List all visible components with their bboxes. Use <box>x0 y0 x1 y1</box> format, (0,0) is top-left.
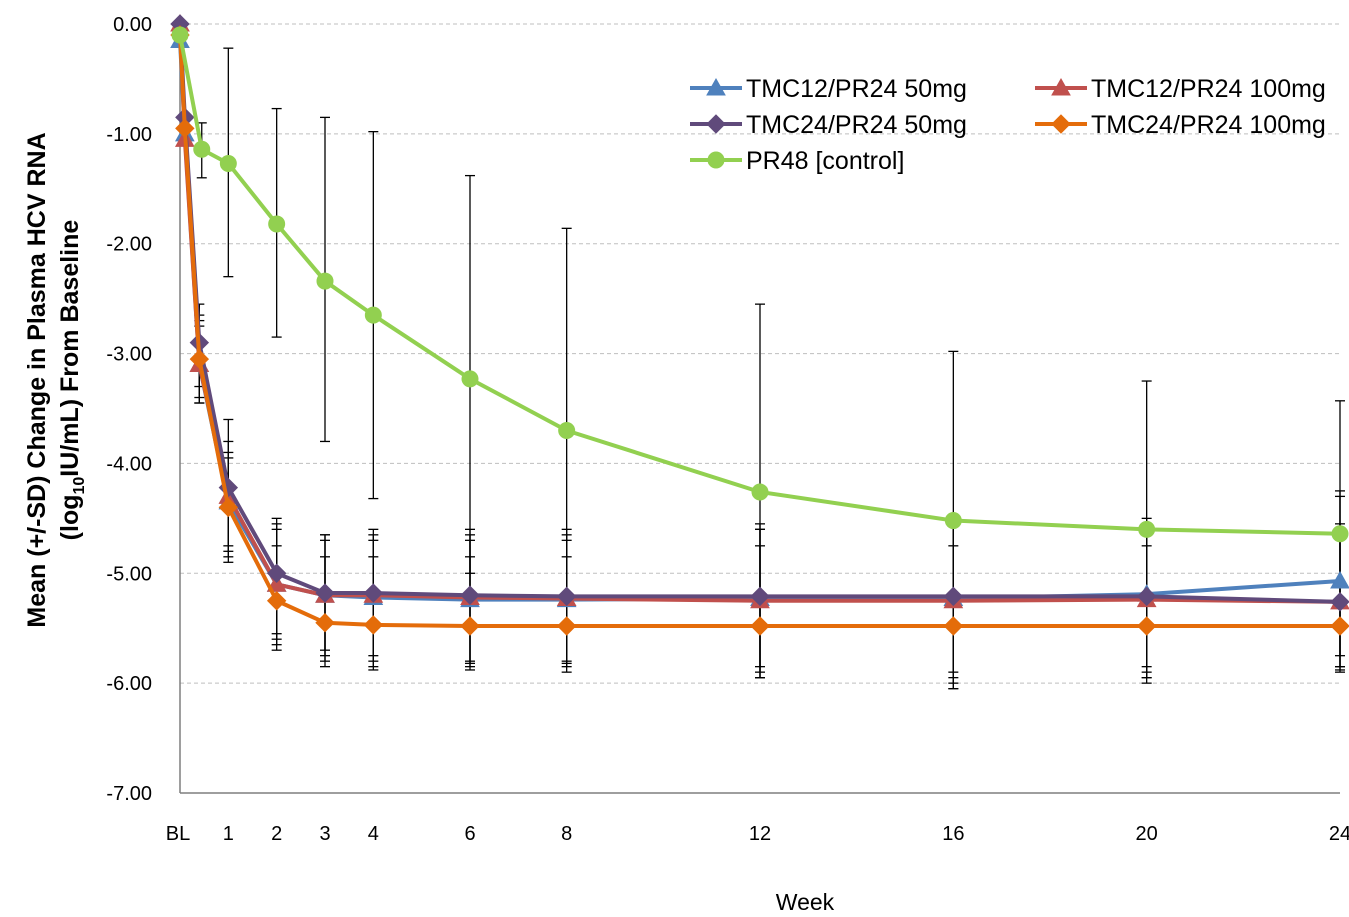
y-tick-label: -7.00 <box>106 783 152 805</box>
data-point <box>1136 586 1157 607</box>
legend-item: PR48 [control] <box>690 147 904 175</box>
legend-item: TMC12/PR24 100mg <box>1035 75 1326 103</box>
data-point <box>219 155 237 173</box>
data-point <box>193 140 211 158</box>
legend-item: TMC24/PR24 100mg <box>1035 111 1326 139</box>
data-point <box>171 26 189 44</box>
data-point <box>751 483 769 501</box>
y-tick-label: -4.00 <box>106 453 152 475</box>
data-point <box>943 616 964 636</box>
x-tick-label: 3 <box>319 823 330 845</box>
x-tick-label: 1 <box>223 823 234 845</box>
data-point <box>1330 570 1349 589</box>
legend-swatch-marker <box>707 151 725 169</box>
data-point <box>1136 616 1157 636</box>
x-tick-label: 2 <box>271 823 282 845</box>
x-tick-label: 4 <box>368 823 379 845</box>
legend-swatch-marker <box>1051 77 1071 96</box>
legend-label: TMC24/PR24 100mg <box>1091 111 1326 139</box>
data-point <box>556 616 577 636</box>
y-axis-label-line2-pre: (log <box>56 494 84 540</box>
data-point <box>268 215 286 233</box>
data-point <box>1330 616 1349 636</box>
data-point <box>218 497 239 518</box>
data-point <box>1138 520 1156 538</box>
x-tick-labels: BL 1 2 3 4 6 8 12 16 20 24 <box>166 823 1349 845</box>
legend-label: TMC12/PR24 100mg <box>1091 75 1326 103</box>
y-axis-label-line2-sub: 10 <box>71 477 88 495</box>
y-axis-label: Mean (+/-SD) Change in Plasma HCV RNA <box>23 132 51 627</box>
data-point <box>316 272 334 290</box>
y-tick-label: -5.00 <box>106 563 152 585</box>
x-tick-label: 8 <box>561 823 572 845</box>
legend-swatch-marker <box>706 114 726 134</box>
data-point <box>460 616 480 636</box>
x-tick-label: BL <box>166 823 190 845</box>
legend-label: TMC12/PR24 50mg <box>746 75 967 103</box>
legend-label: TMC24/PR24 50mg <box>746 111 967 139</box>
y-tick-label: -6.00 <box>106 673 152 695</box>
series-lines <box>170 13 1349 636</box>
data-point <box>461 370 479 388</box>
x-tick-label: 24 <box>1329 823 1349 845</box>
legend-swatch-marker <box>1051 114 1071 134</box>
data-point <box>943 586 964 607</box>
data-point <box>1331 525 1349 543</box>
data-point <box>460 585 480 605</box>
data-point <box>364 306 382 324</box>
data-point <box>750 616 770 636</box>
data-point <box>315 583 335 603</box>
data-point <box>556 586 577 607</box>
data-point <box>1330 592 1349 612</box>
legend-swatch-marker <box>706 77 726 96</box>
y-tick-labels: 0.00 -1.00 -2.00 -3.00 -4.00 -5.00 -6.00 -7.00 <box>106 14 152 805</box>
x-tick-label: 16 <box>942 823 964 845</box>
data-point <box>266 591 287 611</box>
legend-label: PR48 [control] <box>746 147 904 175</box>
series-3 <box>170 25 1349 636</box>
x-tick-label: 12 <box>749 823 771 845</box>
y-tick-label: 0.00 <box>113 14 152 36</box>
legend-item: TMC12/PR24 50mg <box>690 75 967 103</box>
data-point <box>266 563 287 583</box>
y-axis-label-line1: Mean (+/-SD) Change in Plasma HCV RNA <box>23 132 51 627</box>
y-tick-label: -1.00 <box>106 124 152 146</box>
x-tick-label: 6 <box>464 823 475 845</box>
y-axis-label-2: (log10IU/mL) From Baseline <box>56 220 88 541</box>
data-point <box>363 583 384 603</box>
data-point <box>189 349 210 369</box>
y-axis-label-line2-post: IU/mL) From Baseline <box>56 220 84 477</box>
axes <box>179 22 1340 794</box>
data-point <box>750 586 770 607</box>
data-point <box>363 615 384 635</box>
y-tick-label: -2.00 <box>106 234 152 256</box>
data-point <box>944 512 962 530</box>
x-axis-label: Week <box>776 889 835 915</box>
y-tick-label: -3.00 <box>106 344 152 366</box>
data-point <box>315 613 335 633</box>
series-4 <box>171 26 1349 543</box>
x-tick-label: 20 <box>1136 823 1158 845</box>
legend: TMC12/PR24 50mg TMC12/PR24 100mg TMC24/PR2… <box>690 75 1326 175</box>
data-point <box>175 118 195 139</box>
legend-item: TMC24/PR24 50mg <box>690 111 967 139</box>
data-point <box>558 421 576 439</box>
